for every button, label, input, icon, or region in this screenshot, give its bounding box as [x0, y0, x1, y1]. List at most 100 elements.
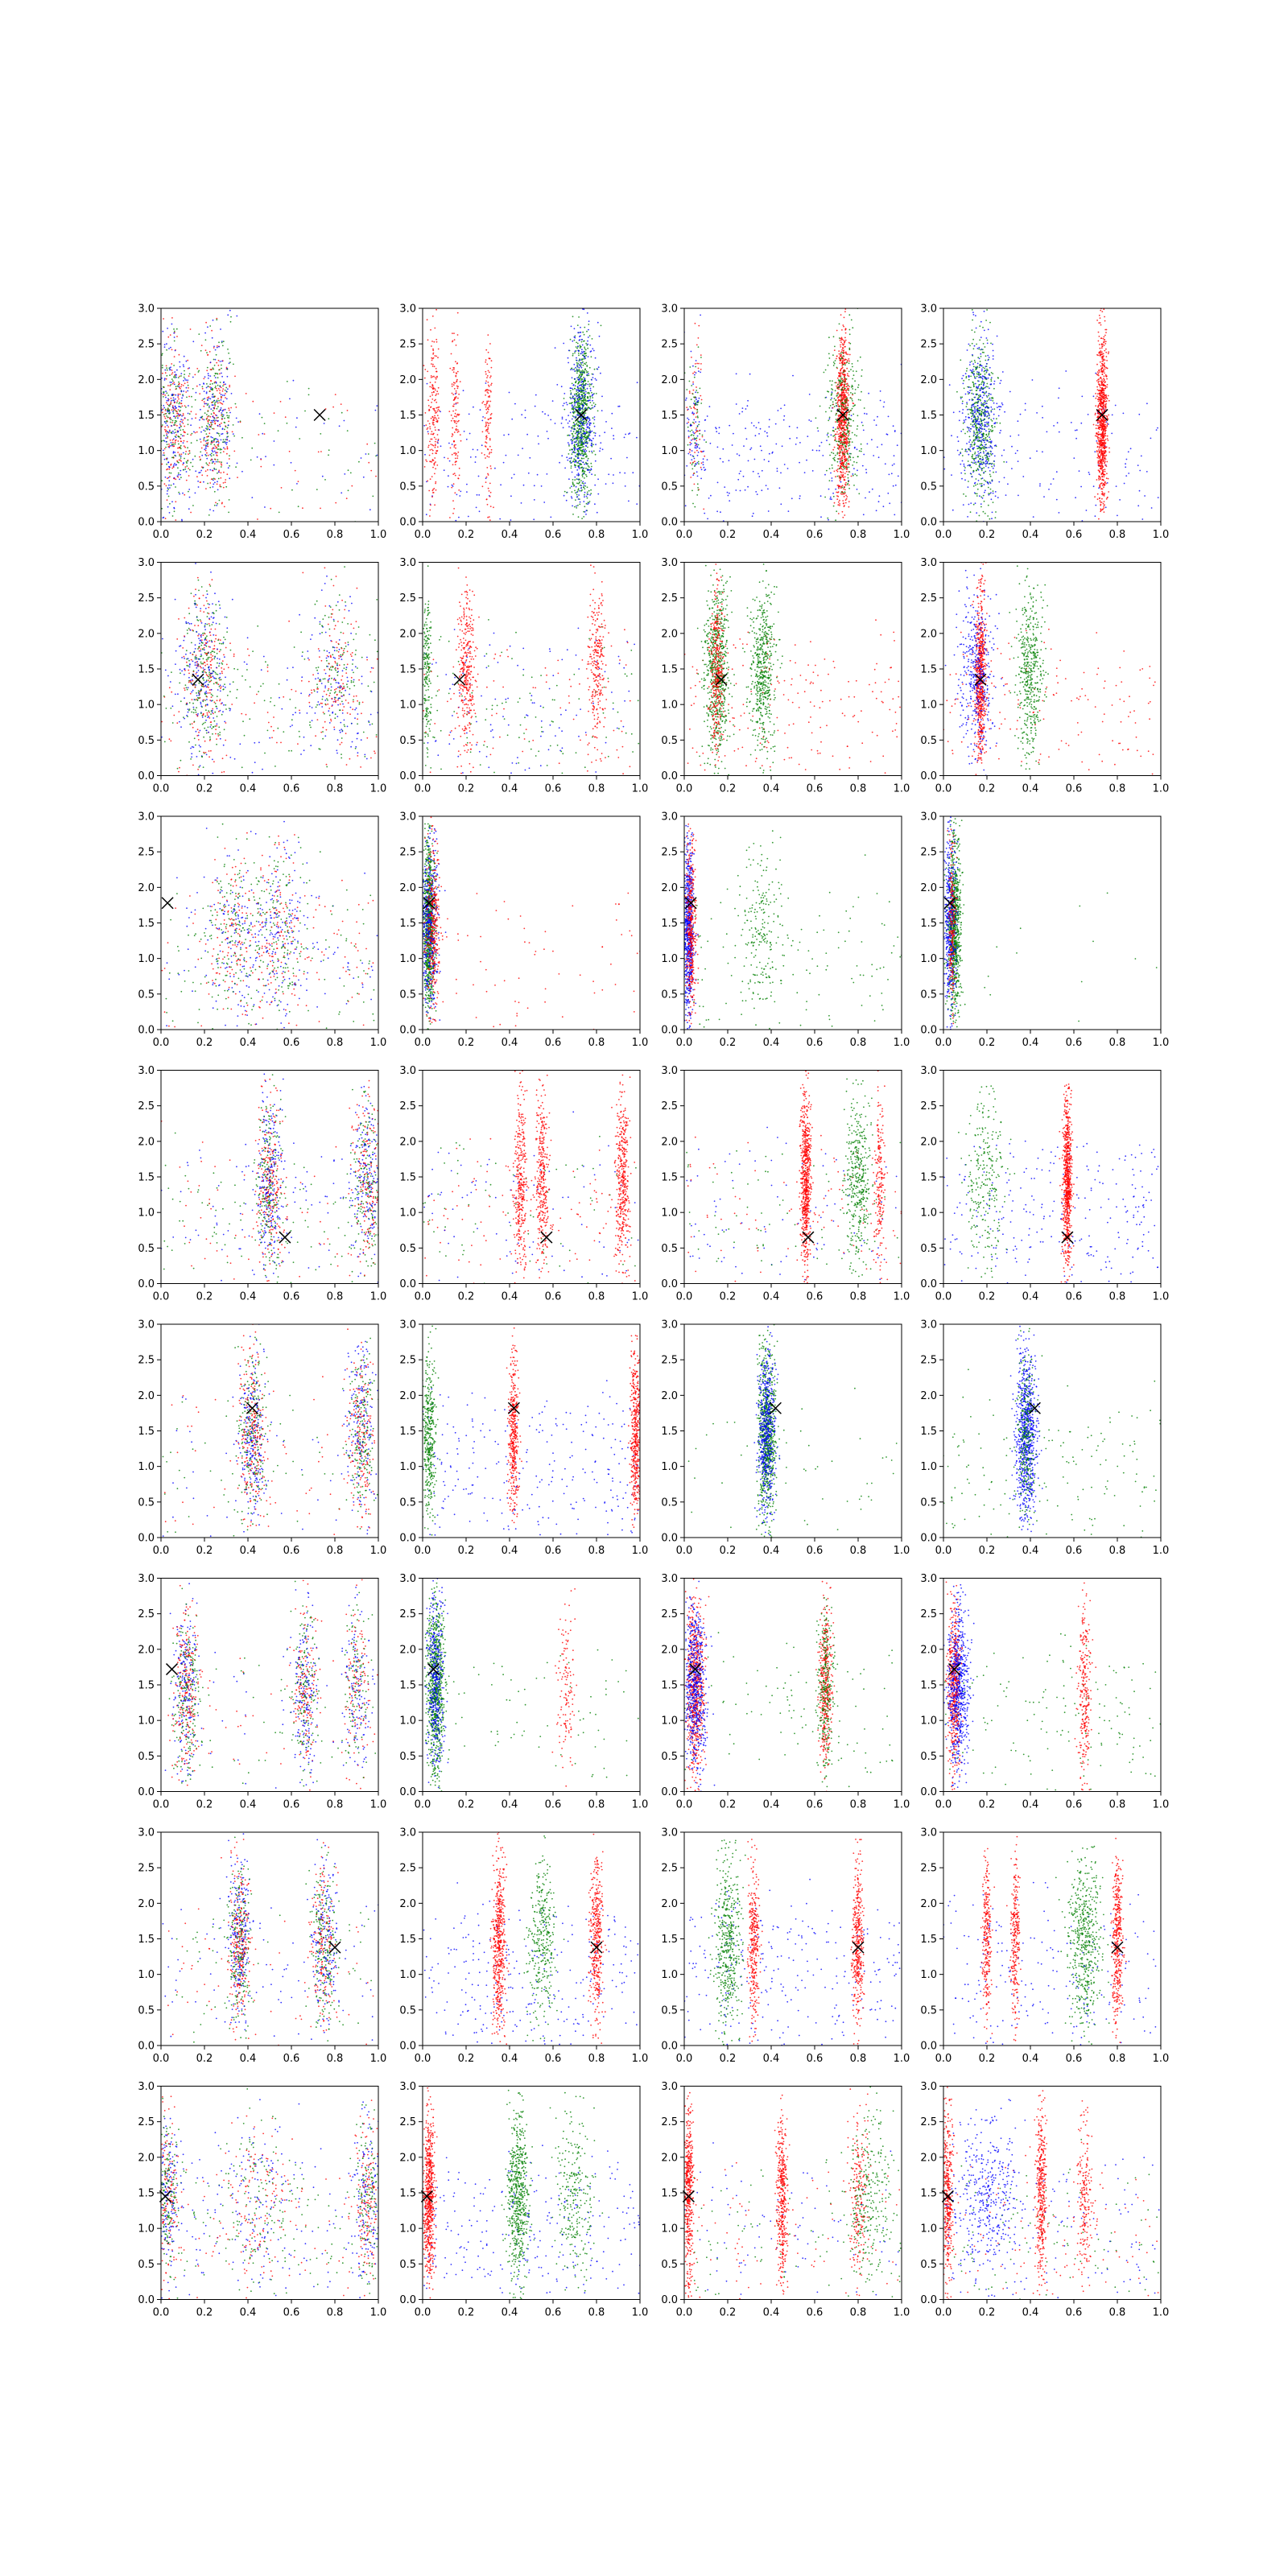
scatter-point-red — [217, 345, 218, 347]
scatter-point-red — [489, 417, 492, 419]
scatter-point-red — [835, 421, 836, 423]
scatter-point-blue — [167, 477, 170, 479]
scatter-point-blue — [570, 430, 572, 432]
scatter-point-green — [221, 345, 224, 347]
scatter-point-blue — [230, 393, 233, 394]
scatter-point-green — [827, 432, 829, 435]
scatter-point-red — [188, 375, 190, 377]
scatter-point-green — [697, 444, 700, 446]
scatter-point-green — [209, 325, 212, 327]
scatter-point-blue — [178, 406, 180, 407]
scatter-point-red — [178, 447, 180, 449]
scatter-point-red — [252, 400, 254, 402]
scatter-point-green — [828, 444, 831, 445]
scatter-point-green — [576, 452, 579, 455]
scatter-point-blue — [168, 512, 171, 514]
scatter-point-green — [587, 381, 589, 382]
scatter-point-red — [700, 462, 703, 464]
scatter-point-blue — [574, 350, 576, 353]
scatter-point-green — [836, 366, 838, 369]
y-tick-label: 1.5 — [399, 410, 416, 422]
scatter-point-red — [836, 470, 839, 473]
scatter-point-blue — [690, 443, 692, 444]
scatter-point-blue — [702, 464, 704, 466]
scatter-point-red — [840, 383, 843, 386]
scatter-point-red — [431, 341, 433, 342]
scatter-points — [943, 308, 1159, 522]
scatter-point-red — [836, 491, 838, 493]
scatter-point-red — [209, 415, 212, 418]
scatter-point-green — [837, 379, 840, 381]
scatter-point-red — [434, 473, 436, 475]
scatter-point-green — [576, 347, 578, 349]
scatter-point-blue — [173, 336, 175, 338]
scatter-point-red — [489, 495, 491, 497]
scatter-point-green — [175, 328, 178, 330]
scatter-point-green — [207, 482, 208, 485]
scatter-point-blue — [1032, 516, 1034, 518]
scatter-point-green — [374, 442, 376, 444]
scatter-point-green — [578, 316, 580, 318]
scatter-point-blue — [591, 383, 593, 385]
scatter-point-blue — [588, 399, 590, 402]
scatter-point-green — [585, 420, 588, 423]
scatter-point-blue — [696, 471, 698, 473]
scatter-point-blue — [1104, 506, 1107, 509]
scatter-point-green — [583, 341, 584, 342]
scatter-point-green — [694, 506, 696, 508]
scatter-point-red — [487, 473, 489, 475]
scatter-point-blue — [1017, 420, 1019, 423]
scatter-point-blue — [696, 445, 698, 448]
scatter-point-blue — [755, 427, 758, 429]
scatter-point-green — [846, 432, 848, 435]
scatter-point-blue — [579, 336, 580, 338]
scatter-point-red — [431, 345, 432, 347]
scatter-point-blue — [225, 383, 226, 386]
scatter-points — [684, 308, 902, 522]
scatter-point-red — [1099, 445, 1101, 448]
scatter-point-red — [848, 484, 850, 486]
scatter-point-red — [696, 362, 698, 365]
scatter-point-red — [452, 341, 453, 343]
scatter-point-red — [839, 457, 841, 460]
scatter-point-green — [192, 505, 194, 506]
scatter-point-red — [456, 429, 459, 431]
scatter-point-green — [577, 353, 580, 354]
scatter-point-green — [163, 435, 165, 436]
scatter-point-red — [840, 427, 842, 429]
scatter-point-green — [174, 377, 176, 378]
scatter-point-red — [689, 462, 691, 464]
scatter-point-red — [434, 377, 436, 378]
scatter-point-green — [831, 464, 833, 466]
scatter-point-green — [588, 466, 590, 468]
scatter-point-red — [185, 451, 188, 452]
scatter-point-red — [170, 397, 172, 399]
scatter-point-blue — [687, 436, 690, 437]
scatter-point-blue — [1022, 476, 1025, 477]
scatter-point-red — [456, 402, 459, 404]
scatter-point-red — [1100, 477, 1101, 479]
scatter-point-red — [434, 457, 436, 459]
scatter-point-green — [694, 400, 696, 402]
scatter-point-green — [204, 339, 207, 341]
scatter-point-blue — [209, 469, 212, 471]
scatter-point-red — [432, 444, 435, 447]
scatter-point-blue — [533, 499, 535, 501]
scatter-point-blue — [574, 455, 576, 457]
scatter-point-blue — [210, 436, 213, 438]
scatter-point-blue — [217, 424, 219, 427]
scatter-point-red — [1100, 386, 1101, 389]
scatter-point-red — [435, 429, 436, 431]
scatter-point-blue — [589, 351, 592, 353]
scatter-point-red — [203, 405, 205, 407]
scatter-point-blue — [222, 400, 225, 402]
scatter-point-blue — [865, 497, 866, 499]
scatter-point-red — [435, 368, 437, 369]
scatter-point-blue — [608, 473, 610, 476]
scatter-point-red — [841, 476, 844, 478]
scatter-point-red — [459, 381, 461, 382]
scatter-point-red — [841, 434, 843, 436]
scatter-point-green — [835, 419, 837, 420]
scatter-point-blue — [563, 342, 565, 345]
scatter-point-blue — [686, 464, 688, 467]
